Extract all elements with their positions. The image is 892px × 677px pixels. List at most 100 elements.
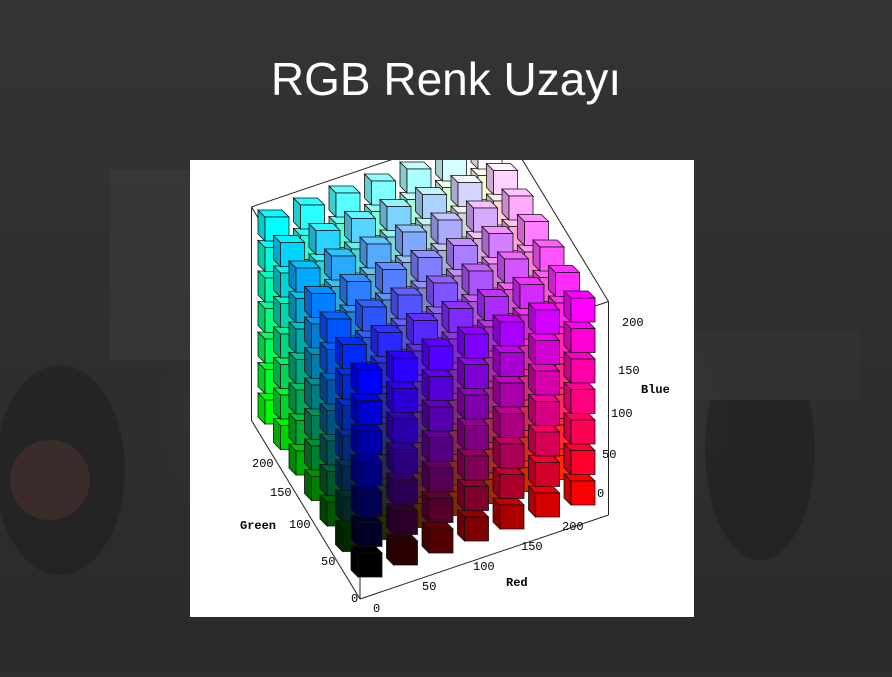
color-block — [385, 411, 419, 444]
color-block — [308, 222, 341, 256]
color-block — [390, 287, 423, 320]
red-tick-label: 50 — [422, 580, 436, 594]
color-block — [501, 188, 534, 221]
color-block — [354, 299, 388, 332]
axis-ticks: 0 50 100 150 200 0 50 100 150 200 0 50 100 150 200 — [252, 316, 644, 616]
color-block — [456, 448, 490, 481]
color-block — [421, 399, 454, 432]
color-block — [350, 484, 383, 517]
color-block — [399, 161, 432, 194]
color-block — [485, 162, 519, 196]
blue-tick-label: 200 — [622, 316, 644, 330]
color-block — [527, 302, 561, 335]
color-block — [421, 338, 454, 371]
color-block — [563, 442, 596, 476]
color-block — [492, 375, 525, 408]
color-block — [370, 324, 403, 358]
red-axis-label: Red — [506, 576, 528, 590]
green-tick-label: 150 — [270, 486, 292, 500]
color-cubes — [257, 160, 596, 578]
blue-tick-label: 100 — [611, 407, 633, 421]
color-block — [350, 392, 383, 426]
color-block — [385, 502, 419, 536]
color-block — [496, 251, 530, 284]
color-block — [450, 174, 483, 208]
color-block — [563, 320, 596, 354]
cube-frame-edge — [521, 160, 609, 302]
color-block — [385, 441, 419, 475]
color-block — [421, 368, 454, 402]
color-block — [350, 362, 383, 395]
color-block — [323, 248, 357, 281]
color-block — [456, 509, 490, 542]
color-block — [563, 290, 596, 323]
blue-axis-label: Blue — [641, 383, 670, 397]
color-block — [563, 473, 596, 506]
color-block — [421, 429, 454, 463]
green-tick-label: 100 — [289, 518, 311, 532]
color-block — [425, 275, 459, 308]
blue-tick-label: 0 — [597, 487, 604, 501]
color-block — [385, 472, 419, 505]
color-block — [516, 213, 550, 247]
cube-frame-edge — [251, 420, 361, 600]
color-block — [481, 225, 514, 259]
color-block — [350, 514, 383, 548]
color-block — [272, 234, 306, 268]
color-block — [350, 453, 383, 487]
color-block — [350, 423, 383, 456]
color-block — [394, 224, 428, 257]
rgb-cube-figure: 0 50 100 150 200 0 50 100 150 200 0 50 100 150 200 Red… — [190, 160, 694, 617]
color-block — [527, 363, 561, 396]
color-block — [456, 417, 490, 451]
color-block — [385, 380, 419, 414]
color-block — [492, 405, 525, 439]
color-block — [350, 545, 383, 578]
color-block — [359, 236, 392, 269]
color-block — [563, 381, 596, 415]
color-block — [492, 497, 525, 530]
color-block — [456, 478, 490, 512]
color-block — [257, 209, 290, 242]
blue-tick-label: 150 — [618, 364, 640, 378]
color-block — [421, 460, 454, 493]
color-block — [492, 436, 525, 469]
color-block — [288, 260, 321, 293]
red-tick-label: 100 — [473, 560, 495, 574]
color-block — [421, 490, 454, 524]
slide-title: RGB Renk Uzayı — [270, 53, 622, 105]
color-block — [374, 261, 408, 295]
color-block — [547, 264, 581, 298]
color-block — [563, 351, 596, 384]
color-block — [410, 249, 443, 283]
color-block — [456, 356, 490, 390]
color-block — [385, 350, 419, 383]
color-block — [445, 237, 479, 271]
color-block — [492, 344, 525, 378]
cube-frame-edge — [251, 160, 393, 208]
color-block — [379, 198, 412, 232]
color-block — [527, 393, 561, 427]
color-block — [363, 173, 397, 206]
color-block — [465, 200, 499, 233]
rgb-cube-svg: 0 50 100 150 200 0 50 100 150 200 0 50 100 150 200 Red… — [240, 160, 670, 616]
color-block — [414, 186, 448, 220]
color-block — [319, 311, 352, 344]
color-block — [527, 332, 561, 366]
color-block — [303, 285, 337, 319]
color-block — [527, 454, 561, 488]
color-block — [334, 336, 368, 370]
color-block — [527, 424, 561, 457]
red-tick-label: 200 — [562, 520, 584, 534]
color-block — [456, 387, 490, 420]
color-block — [492, 314, 525, 347]
color-block — [421, 521, 454, 554]
color-block — [532, 239, 565, 272]
green-axis-label: Green — [240, 519, 276, 533]
cube-frame-edge — [359, 514, 609, 600]
green-tick-label: 0 — [351, 592, 358, 606]
color-block — [563, 412, 596, 445]
red-tick-label: 0 — [373, 602, 380, 616]
color-block — [343, 210, 377, 244]
color-block — [339, 273, 372, 307]
